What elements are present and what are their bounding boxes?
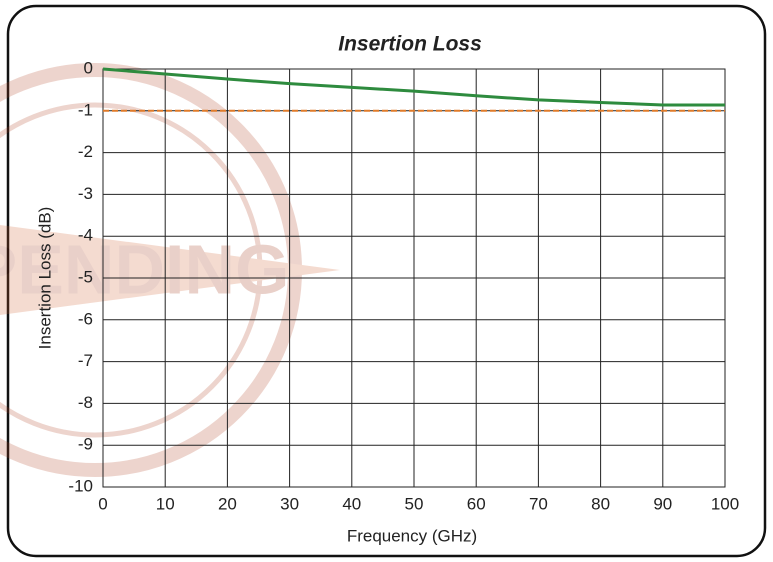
series-line (102, 67, 725, 107)
x-tick-label: 90 (653, 494, 672, 513)
y-tick-label: -1 (78, 100, 93, 119)
y-tick-label: -8 (78, 393, 93, 412)
y-tick-label: 0 (84, 58, 93, 77)
y-tick-label: -7 (78, 351, 93, 370)
y-tick-label: -9 (78, 435, 93, 454)
x-axis-label: Frequency (GHz) (347, 526, 477, 545)
x-tick-label: 50 (405, 494, 424, 513)
y-tick-label: -3 (78, 184, 93, 203)
x-tick-label: 0 (98, 494, 107, 513)
x-tick-label: 60 (467, 494, 486, 513)
x-tick-label: 80 (591, 494, 610, 513)
y-tick-label: -10 (68, 476, 93, 495)
x-tick-label: 40 (342, 494, 361, 513)
x-tick-label: 20 (218, 494, 237, 513)
x-tick-label: 70 (529, 494, 548, 513)
watermark-text: PENDING (0, 230, 289, 308)
frame (6, 4, 767, 558)
x-tick-label: 30 (280, 494, 299, 513)
y-tick-label: -5 (78, 267, 93, 286)
y-tick-label: -6 (78, 309, 93, 328)
watermark: PENDING (0, 63, 340, 477)
x-tick-label: 100 (711, 494, 739, 513)
y-tick-label: -4 (78, 226, 93, 245)
y-tick-label: -2 (78, 142, 93, 161)
y-axis-label: Insertion Loss (dB) (35, 207, 54, 350)
chart-title: Insertion Loss (338, 33, 482, 56)
x-tick-label: 10 (156, 494, 175, 513)
